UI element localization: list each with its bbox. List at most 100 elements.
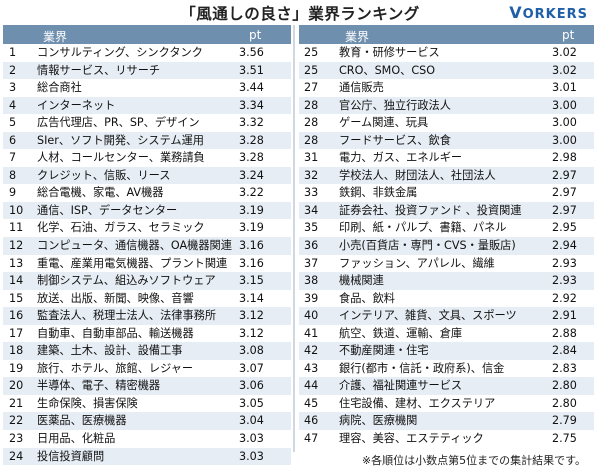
- table-row: 21 生命保険、損害保険 3.05: [3, 395, 291, 413]
- rank-cell: 35: [304, 221, 319, 235]
- rank-cell: 36: [304, 239, 319, 253]
- pt-cell: 2.91: [552, 309, 577, 323]
- ranking-table-right: 業界 pt 25 教育・研修サービス 3.02 25 CRO、SMO、CSO 3.02 27…: [299, 25, 594, 448]
- industry-cell: クレジット、信販、リース: [37, 168, 171, 182]
- table-row: 15 放送、出版、新聞、映像、音響 3.14: [3, 290, 291, 308]
- table-row: 33 鉄鋼、非鉄金属 2.97: [299, 184, 594, 202]
- table-row: 25 教育・研修サービス 3.02: [299, 44, 594, 62]
- rank-cell: 42: [304, 344, 319, 358]
- industry-cell: 医薬品、医療機器: [37, 414, 127, 428]
- table-row: 46 病院、医療機関 2.79: [299, 412, 594, 431]
- industry-cell: コンピュータ、通信機器、OA機器関連: [37, 239, 232, 253]
- rank-cell: 12: [9, 239, 24, 253]
- industry-cell: SIer、ソフト開発、システム運用: [37, 133, 204, 147]
- industry-cell: インテリア、雑貨、文具、スポーツ: [339, 309, 517, 323]
- rank-cell: 28: [304, 98, 319, 112]
- pt-cell: 3.02: [552, 46, 577, 59]
- pt-cell: 2.93: [552, 256, 577, 270]
- pt-cell: 3.00: [552, 98, 577, 112]
- rank-cell: 38: [304, 274, 319, 288]
- header-pt: pt: [249, 28, 262, 42]
- rank-cell: 9: [9, 186, 17, 200]
- pt-cell: 3.03: [239, 449, 264, 463]
- industry-cell: 重電、産業用電気機器、プラント関連: [37, 256, 228, 270]
- pt-cell: 2.93: [552, 274, 577, 288]
- table-row: 11 化学、石油、ガラス、セラミック 3.19: [3, 219, 291, 237]
- table-row: 45 住宅設備、建材、エクステリア 2.80: [299, 395, 594, 413]
- pt-cell: 2.94: [552, 239, 577, 253]
- pt-cell: 3.44: [239, 81, 264, 95]
- table-row: 28 フードサービス、飲食 3.00: [299, 131, 594, 150]
- pt-cell: 3.16: [239, 256, 264, 270]
- pt-cell: 3.32: [239, 116, 264, 130]
- rank-cell: 47: [304, 432, 319, 446]
- table-row: 24 投信投資顧問 3.03: [3, 447, 291, 466]
- table-row: 36 小売(百貨店・専門・CVS・量販店) 2.94: [299, 237, 594, 255]
- pt-cell: 3.19: [239, 203, 264, 217]
- industry-cell: 通信販売: [339, 81, 384, 95]
- rank-cell: 15: [9, 291, 24, 305]
- pt-cell: 3.16: [239, 239, 264, 253]
- industry-cell: 建築、土木、設計、設備工事: [37, 344, 183, 358]
- table-row: 39 食品、飲料 2.92: [299, 290, 594, 308]
- pt-cell: 2.95: [552, 221, 577, 235]
- industry-cell: 印刷、紙・パルプ、書籍、パネル: [339, 221, 507, 235]
- pt-cell: 3.05: [239, 396, 264, 410]
- table-row: 12 コンピュータ、通信機器、OA機器関連 3.16: [3, 237, 291, 255]
- pt-cell: 3.24: [239, 168, 264, 182]
- table-row: 42 不動産関連・住宅 2.84: [299, 342, 594, 360]
- pt-cell: 3.14: [239, 291, 264, 305]
- pt-cell: 2.88: [552, 326, 577, 340]
- rank-cell: 44: [304, 379, 319, 393]
- table-row: 23 日用品、化粧品 3.03: [3, 430, 291, 448]
- page-title: 「風通しの良さ」業界ランキング: [180, 5, 420, 23]
- pt-cell: 3.06: [239, 379, 264, 393]
- rank-cell: 45: [304, 396, 319, 410]
- industry-cell: コンサルティング、シンクタンク: [37, 46, 203, 59]
- industry-cell: インターネット: [37, 98, 116, 112]
- table-row: 17 自動車、自動車部品、輸送機器 3.12: [3, 325, 291, 343]
- table-row: 32 学校法人、財団法人、社団法人 2.97: [299, 166, 594, 185]
- pt-cell: 3.28: [239, 133, 264, 147]
- pt-cell: 2.80: [552, 396, 577, 410]
- rank-cell: 16: [9, 309, 24, 323]
- table-row: 4 インターネット 3.34: [3, 96, 291, 115]
- industry-cell: 自動車、自動車部品、輸送機器: [37, 326, 194, 340]
- table-row: 7 人材、コールセンター、業務請負 3.28: [3, 149, 291, 167]
- ranking-table-left: 業界 pt 1 コンサルティング、シンクタンク 3.56 2 情報サービス、リサーチ 3.…: [3, 25, 291, 466]
- rank-cell: 13: [9, 256, 24, 270]
- pt-cell: 3.19: [239, 221, 264, 235]
- table-body-right: 25 教育・研修サービス 3.02 25 CRO、SMO、CSO 3.02 27 通信販売 3.…: [299, 44, 594, 448]
- rank-cell: 21: [9, 396, 24, 410]
- pt-cell: 3.22: [239, 186, 264, 200]
- table-row: 38 機械関連 2.93: [299, 272, 594, 290]
- table-row: 22 医薬品、医療機器 3.04: [3, 412, 291, 431]
- table-row: 37 ファッション、アパレル、繊維 2.93: [299, 255, 594, 273]
- rank-cell: 1: [9, 46, 17, 59]
- industry-cell: 通信、ISP、データセンター: [37, 203, 178, 217]
- pt-cell: 3.28: [239, 151, 264, 165]
- rank-cell: 34: [304, 203, 319, 217]
- pt-cell: 2.97: [552, 168, 577, 182]
- industry-cell: 制御システム、組込みソフトウェア: [37, 274, 216, 288]
- table-row: 10 通信、ISP、データセンター 3.19: [3, 201, 291, 220]
- rank-cell: 7: [9, 151, 17, 165]
- pt-cell: 3.15: [239, 274, 264, 288]
- brand-logo: VORKERS: [509, 3, 588, 22]
- pt-cell: 3.00: [552, 133, 577, 147]
- pt-cell: 3.51: [239, 63, 264, 77]
- table-row: 18 建築、土木、設計、設備工事 3.08: [3, 342, 291, 360]
- rank-cell: 46: [304, 414, 319, 428]
- pt-cell: 2.80: [552, 379, 577, 393]
- pt-cell: 3.01: [552, 81, 577, 95]
- table-row: 19 旅行、ホテル、旅館、レジャー 3.07: [3, 360, 291, 378]
- industry-cell: 証券会社、投資ファンド 、投資関連: [339, 203, 522, 217]
- pt-cell: 3.07: [239, 361, 264, 375]
- pt-cell: 2.98: [552, 151, 577, 165]
- table-row: 9 総合電機、家電、AV機器 3.22: [3, 184, 291, 202]
- table-row: 1 コンサルティング、シンクタンク 3.56: [3, 44, 291, 62]
- table-row: 13 重電、産業用電気機器、プラント関連 3.16: [3, 255, 291, 273]
- rank-cell: 25: [304, 63, 319, 77]
- rank-cell: 8: [9, 168, 17, 182]
- industry-cell: 総合商社: [37, 81, 82, 95]
